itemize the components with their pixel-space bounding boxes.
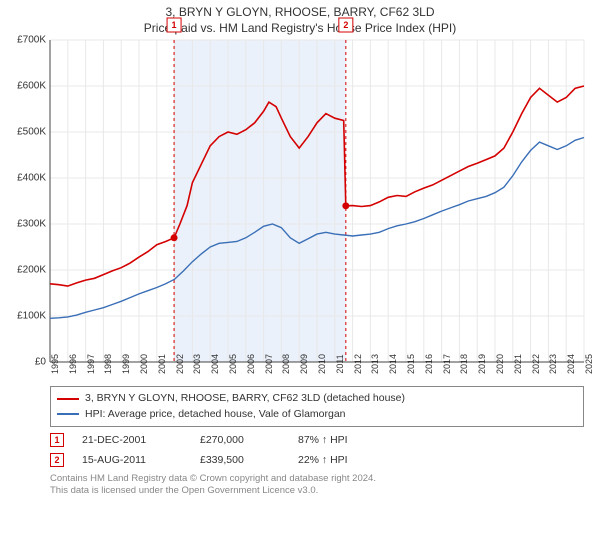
x-tick-label: 2013 [370,354,386,374]
y-tick-label: £200K [17,265,46,276]
x-tick-label: 2008 [281,354,297,374]
x-tick-label: 2009 [299,354,315,374]
footer-line-2: This data is licensed under the Open Gov… [50,485,584,497]
x-tick-label: 2014 [388,354,404,374]
footer-line-1: Contains HM Land Registry data © Crown c… [50,473,584,485]
legend-swatch [57,413,79,415]
x-tick-label: 2003 [192,354,208,374]
chart-title-subtitle: Price paid vs. HM Land Registry's House … [8,20,592,36]
x-tick-label: 2017 [442,354,458,374]
event-row-marker: 1 [50,433,64,447]
plot-area: £0£100K£200K£300K£400K£500K£600K£700K 12… [50,40,584,380]
x-tick-label: 2018 [459,354,475,374]
y-tick-label: £500K [17,127,46,138]
legend-item: 3, BRYN Y GLOYN, RHOOSE, BARRY, CF62 3LD… [57,391,577,406]
x-tick-label: 2019 [477,354,493,374]
event-row: 2 15-AUG-2011 £339,500 22% ↑ HPI [50,453,584,467]
event-marker-box: 2 [339,18,353,32]
event-row-delta: 87% ↑ HPI [298,434,348,446]
x-tick-label: 2004 [210,354,226,374]
event-row: 1 21-DEC-2001 £270,000 87% ↑ HPI [50,433,584,447]
x-tick-label: 2010 [317,354,333,374]
x-tick-label: 2016 [424,354,440,374]
event-marker-number: 1 [172,20,177,30]
event-row-date: 15-AUG-2011 [82,454,182,466]
y-axis: £0£100K£200K£300K£400K£500K£600K£700K [8,40,48,362]
x-tick-label: 2007 [264,354,280,374]
y-tick-label: £0 [35,357,46,368]
x-tick-label: 1997 [86,354,102,374]
y-tick-label: £300K [17,219,46,230]
chart-svg: 12 [50,40,584,362]
x-tick-label: 2006 [246,354,262,374]
event-row-date: 21-DEC-2001 [82,434,182,446]
legend-swatch [57,398,79,400]
y-tick-label: £400K [17,173,46,184]
x-tick-label: 2005 [228,354,244,374]
x-tick-label: 2022 [531,354,547,374]
x-tick-label: 1996 [68,354,84,374]
x-axis: 1995199619971998199920002001200220032004… [50,362,584,380]
y-tick-label: £600K [17,81,46,92]
x-tick-label: 2012 [353,354,369,374]
x-tick-label: 2024 [566,354,582,374]
event-row-delta: 22% ↑ HPI [298,454,348,466]
x-tick-label: 2020 [495,354,511,374]
events-table: 1 21-DEC-2001 £270,000 87% ↑ HPI 2 15-AUG-201… [50,433,584,467]
legend-label: HPI: Average price, detached house, Vale… [85,407,346,422]
x-tick-label: 2002 [175,354,191,374]
event-row-price: £339,500 [200,454,280,466]
chart-title-address: 3, BRYN Y GLOYN, RHOOSE, BARRY, CF62 3LD [8,4,592,20]
x-tick-label: 2001 [157,354,173,374]
plot-inner: 12 [50,40,584,362]
shade-band [174,40,346,362]
x-tick-label: 2021 [513,354,529,374]
event-marker-box: 1 [167,18,181,32]
event-dot [342,203,349,210]
event-row-price: £270,000 [200,434,280,446]
y-tick-label: £100K [17,311,46,322]
footer-attribution: Contains HM Land Registry data © Crown c… [50,473,584,498]
x-tick-label: 2011 [335,355,351,374]
y-tick-label: £700K [17,35,46,46]
event-dot [171,235,178,242]
chart-title-block: 3, BRYN Y GLOYN, RHOOSE, BARRY, CF62 3LD… [8,4,592,36]
chart-container: 3, BRYN Y GLOYN, RHOOSE, BARRY, CF62 3LD… [0,0,600,560]
x-tick-label: 2015 [406,354,422,374]
event-row-marker: 2 [50,453,64,467]
event-marker-number: 2 [343,20,348,30]
x-tick-label: 2023 [548,354,564,374]
x-tick-label: 1998 [103,354,119,374]
legend-label: 3, BRYN Y GLOYN, RHOOSE, BARRY, CF62 3LD… [85,391,405,406]
x-tick-label: 1995 [50,354,66,374]
x-tick-label: 1999 [121,354,137,374]
legend-item: HPI: Average price, detached house, Vale… [57,407,577,422]
x-tick-label: 2025 [584,354,600,374]
x-tick-label: 2000 [139,354,155,374]
legend: 3, BRYN Y GLOYN, RHOOSE, BARRY, CF62 3LD… [50,386,584,426]
